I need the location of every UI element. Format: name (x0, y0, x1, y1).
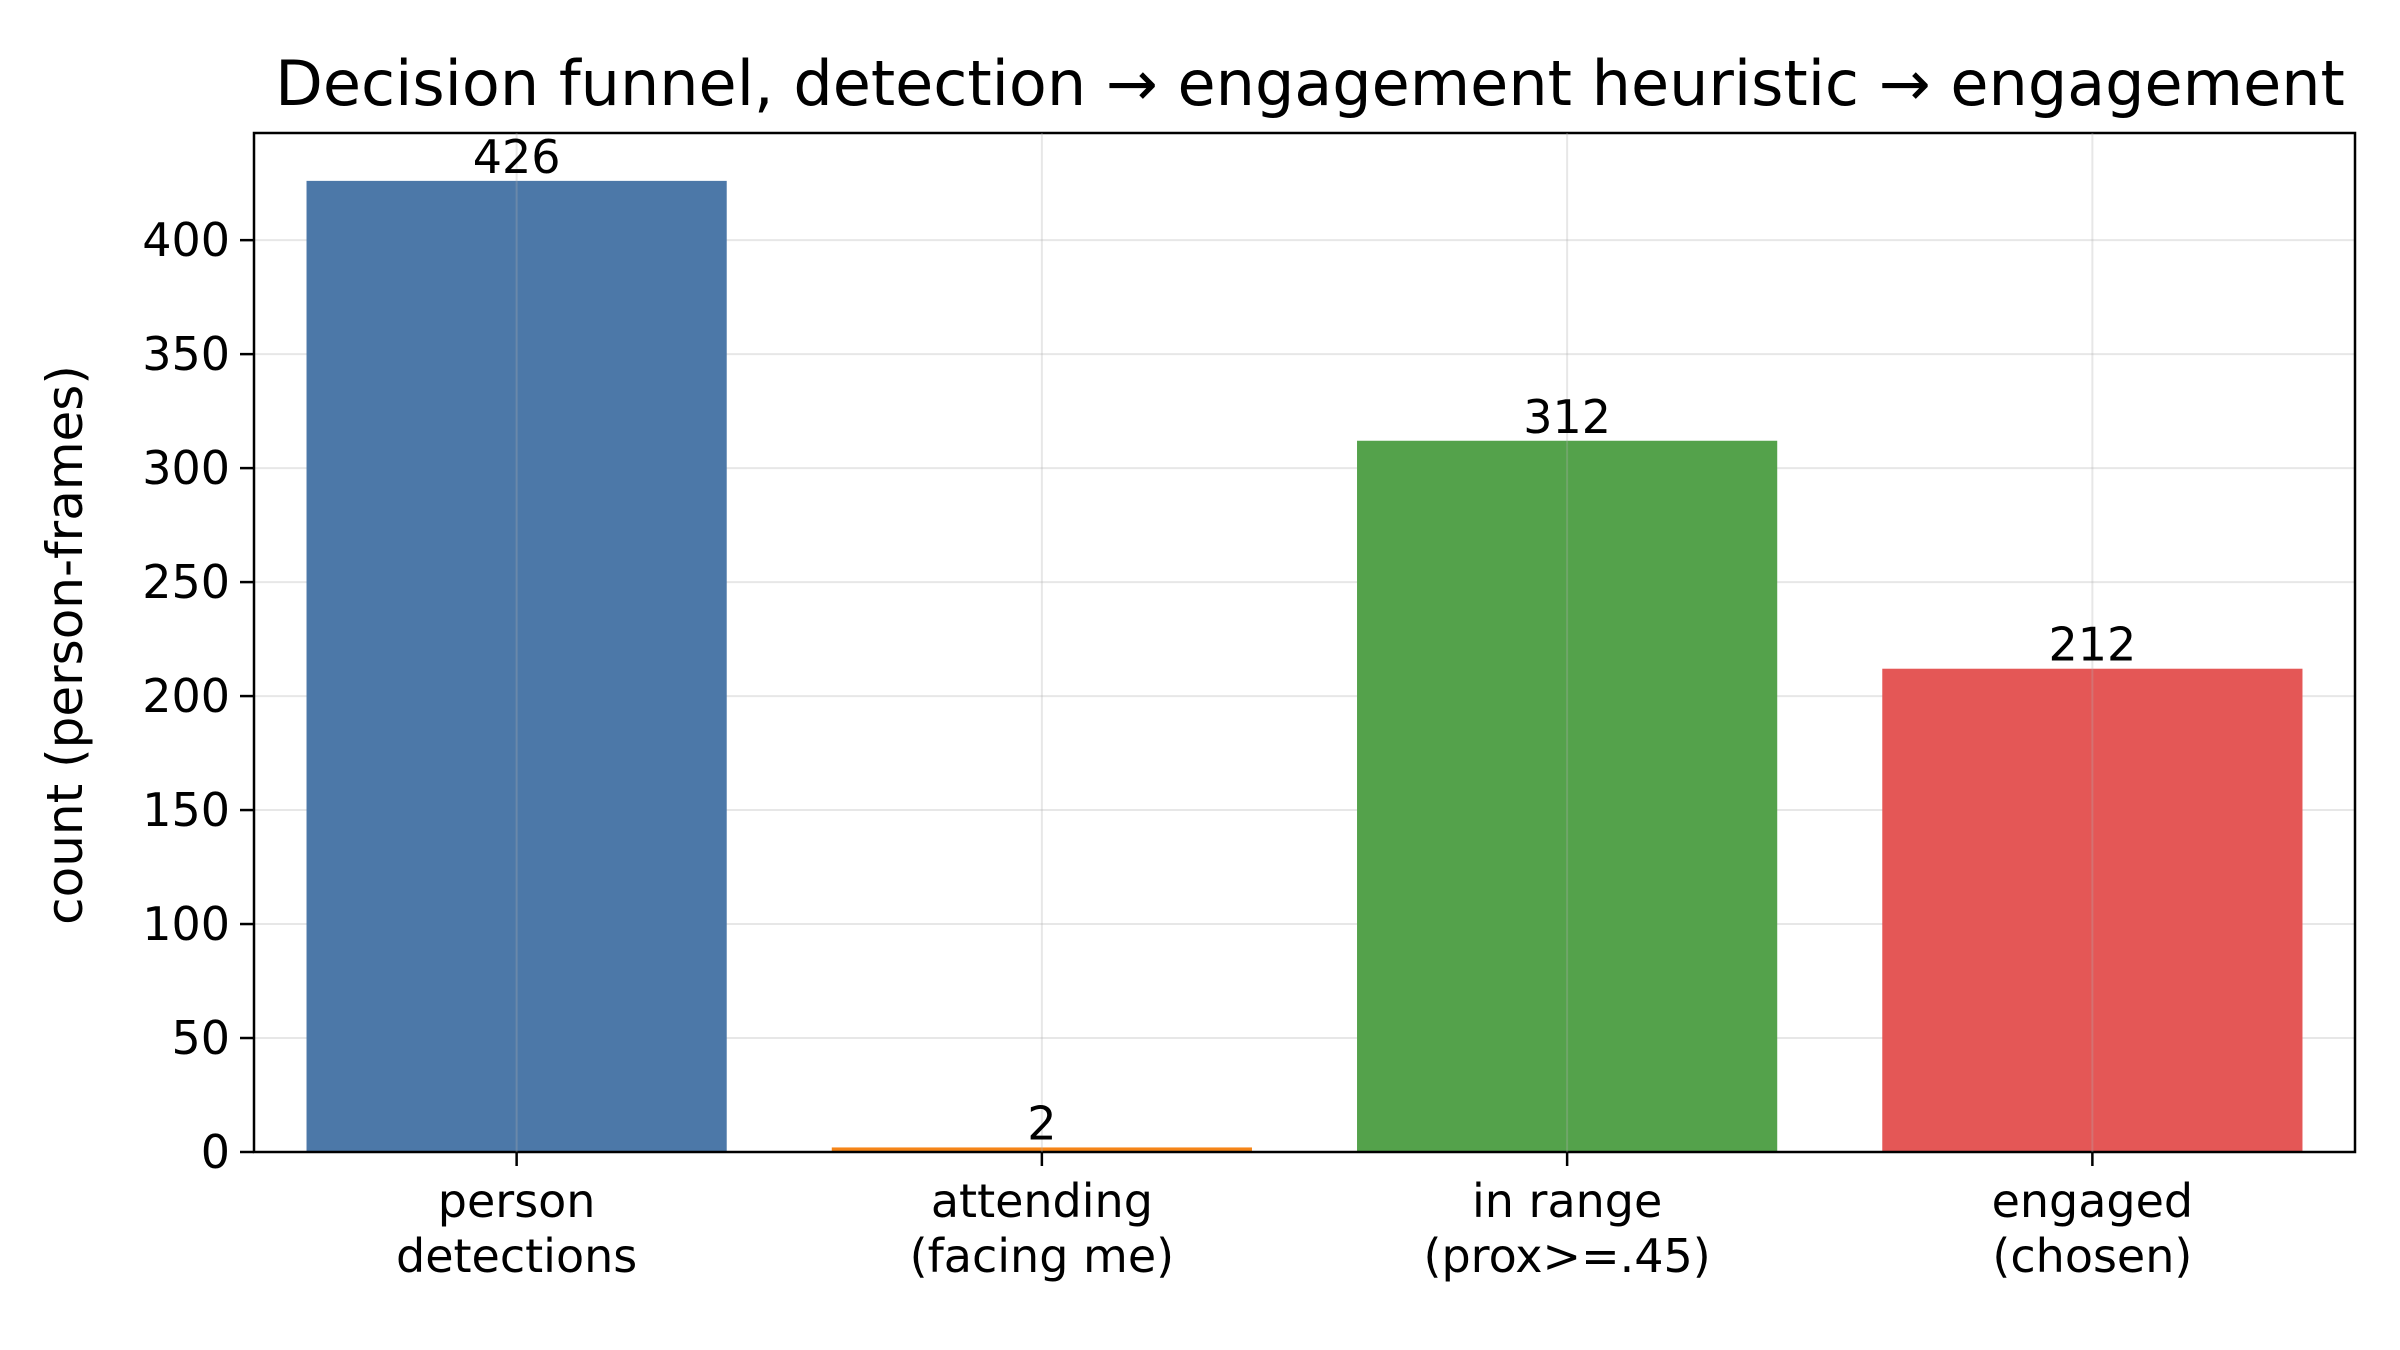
data-label: 426 (473, 130, 561, 184)
chart-title: Decision funnel, detection → engagement … (275, 47, 2345, 120)
y-axis-label: count (person-frames) (36, 365, 94, 925)
y-tick-label: 250 (142, 555, 230, 609)
y-tick-label: 150 (142, 783, 230, 837)
y-tick-label: 0 (201, 1125, 230, 1179)
y-tick-label: 100 (142, 897, 230, 951)
x-tick-label: person detections (396, 1174, 637, 1283)
bar (1357, 440, 1778, 1152)
x-tick-label: in range (prox>=.45) (1424, 1174, 1711, 1283)
y-tick-label: 300 (142, 441, 230, 495)
y-tick-label: 50 (171, 1011, 230, 1065)
x-tick-label: attending (facing me) (910, 1174, 1174, 1283)
bar (306, 180, 727, 1152)
x-tick-label: engaged (chosen) (1992, 1174, 2194, 1283)
data-label: 212 (2048, 618, 2136, 672)
data-label: 312 (1523, 390, 1611, 444)
y-tick-label: 350 (142, 327, 230, 381)
data-labels: 426 2 312 212 (473, 130, 2136, 1152)
axes: 0 50 100 150 200 250 300 350 400 person detections… (142, 131, 2357, 1283)
y-tick-label: 200 (142, 669, 230, 723)
bars (306, 180, 2303, 1152)
plot-frame (252, 131, 2357, 1154)
data-label: 2 (1027, 1096, 1056, 1150)
y-tick-label: 400 (142, 213, 230, 267)
bar (1882, 668, 2303, 1152)
bar (831, 1147, 1252, 1152)
